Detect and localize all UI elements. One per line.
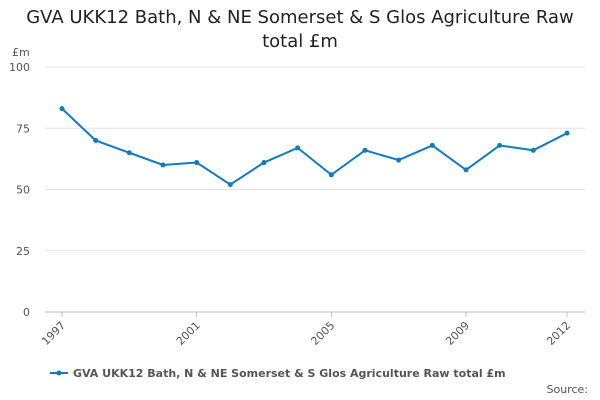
x-tick-label: 2001 <box>174 319 203 348</box>
chart-title: GVA UKK12 Bath, N & NE Somerset & S Glos… <box>26 7 574 52</box>
y-tick-label: 25 <box>16 245 30 258</box>
legend-marker <box>56 370 62 376</box>
y-tick-label: 75 <box>16 122 30 135</box>
data-point <box>295 145 301 151</box>
data-point <box>362 147 368 153</box>
data-point <box>160 162 166 168</box>
y-axis-label: £m <box>12 46 30 59</box>
data-point <box>396 157 402 163</box>
data-point <box>530 147 536 153</box>
data-point <box>328 172 334 178</box>
data-point <box>227 182 233 188</box>
data-point <box>261 160 267 166</box>
data-point <box>463 167 469 173</box>
source: Source: <box>547 383 589 396</box>
legend-label: GVA UKK12 Bath, N & NE Somerset & S Glos… <box>73 367 506 380</box>
y-tick-label: 100 <box>9 61 30 74</box>
data-point <box>429 142 435 148</box>
data-point <box>194 160 200 166</box>
y-tick-label: 0 <box>23 306 30 319</box>
x-tick-label: 2009 <box>443 319 472 348</box>
data-point <box>564 130 570 136</box>
x-tick-label: 2012 <box>544 319 573 348</box>
data-point <box>126 150 132 156</box>
y-tick-label: 50 <box>16 184 30 197</box>
series-line <box>61 107 568 186</box>
data-point <box>497 142 503 148</box>
x-tick-label: 1997 <box>39 319 68 348</box>
x-tick-label: 2005 <box>308 319 337 348</box>
data-point <box>59 106 65 112</box>
data-point <box>93 138 99 143</box>
